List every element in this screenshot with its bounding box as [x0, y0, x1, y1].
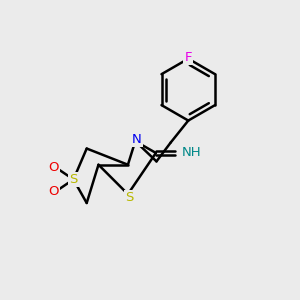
Text: O: O [49, 185, 59, 198]
Text: S: S [125, 191, 134, 204]
Text: F: F [184, 51, 192, 64]
Text: NH: NH [182, 146, 201, 159]
Text: S: S [69, 173, 78, 186]
Text: N: N [132, 133, 142, 146]
Text: O: O [49, 160, 59, 174]
